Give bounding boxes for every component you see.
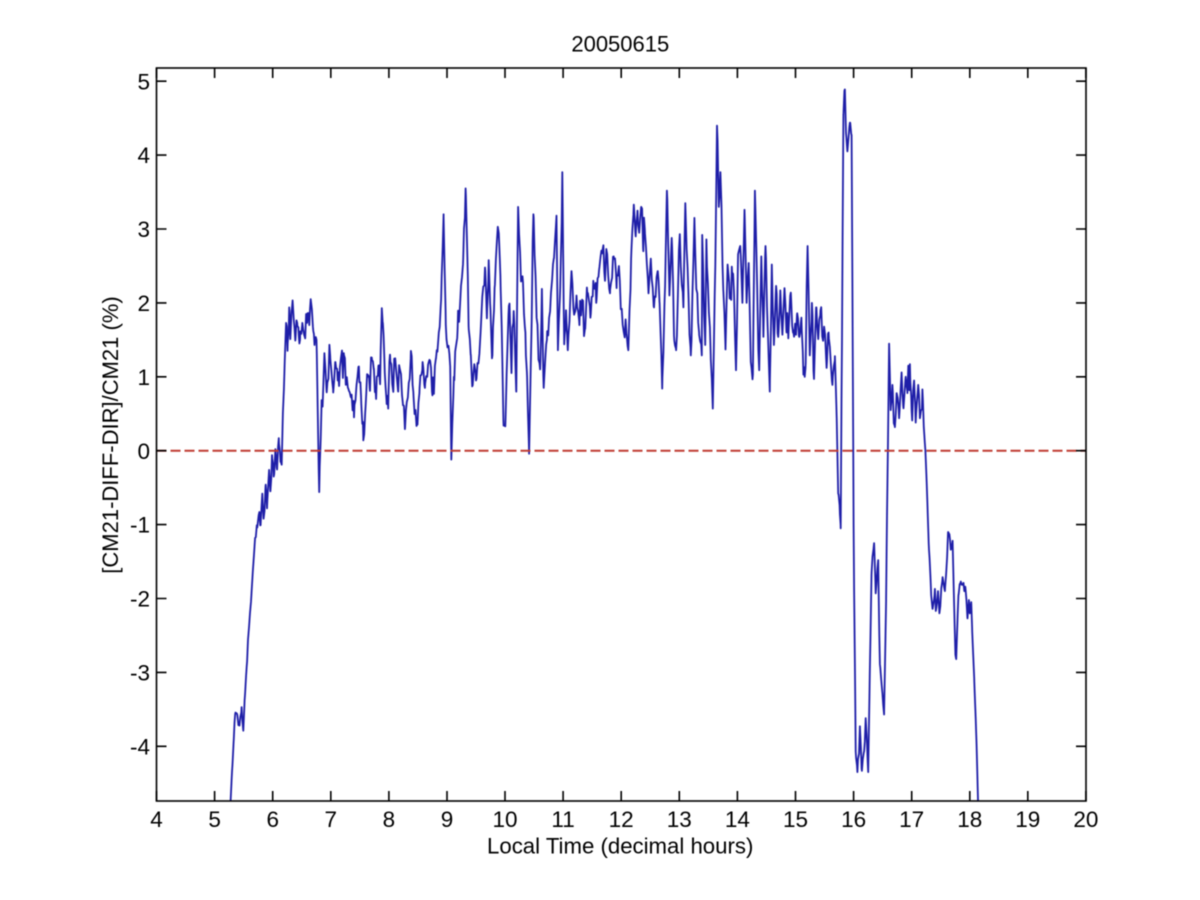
svg-text:-3: -3 [130,660,150,685]
svg-text:7: 7 [325,807,338,832]
svg-text:4: 4 [137,143,150,168]
svg-text:3: 3 [137,217,150,242]
svg-text:15: 15 [783,807,808,832]
svg-text:1: 1 [137,365,150,390]
svg-text:5: 5 [208,807,221,832]
svg-text:2: 2 [137,291,150,316]
svg-text:12: 12 [609,807,634,832]
svg-text:18: 18 [957,807,982,832]
svg-text:19: 19 [1015,807,1040,832]
svg-text:Local Time (decimal hours): Local Time (decimal hours) [487,834,753,859]
svg-text:20050615: 20050615 [571,32,669,57]
svg-text:-4: -4 [130,734,150,759]
svg-text:20: 20 [1073,807,1098,832]
svg-text:17: 17 [899,807,924,832]
svg-text:4: 4 [150,807,163,832]
svg-text:13: 13 [667,807,692,832]
svg-text:8: 8 [383,807,396,832]
svg-text:16: 16 [841,807,866,832]
svg-text:9: 9 [441,807,454,832]
svg-text:[CM21-DIFF-DIR]/CM21 (%): [CM21-DIFF-DIR]/CM21 (%) [98,296,123,573]
svg-text:14: 14 [725,807,750,832]
svg-text:5: 5 [137,69,150,94]
svg-text:0: 0 [137,439,150,464]
svg-text:6: 6 [266,807,279,832]
svg-text:-1: -1 [130,513,150,538]
svg-text:10: 10 [492,807,517,832]
svg-text:-2: -2 [130,587,150,612]
svg-text:11: 11 [551,807,574,832]
